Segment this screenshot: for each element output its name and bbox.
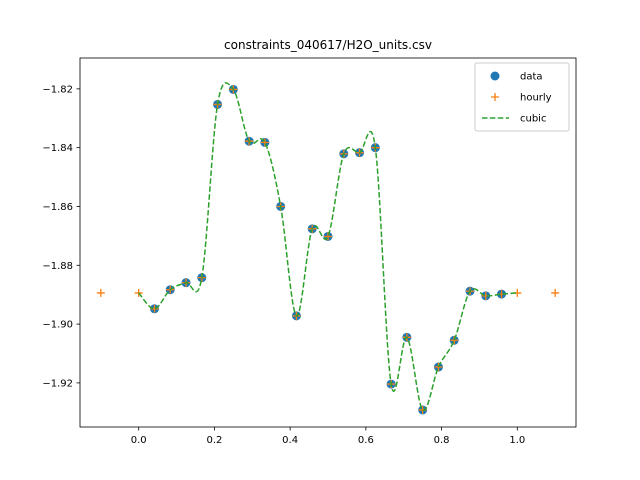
hourly-point — [434, 363, 443, 372]
chart-title: constraints_040617/H2O_units.csv — [224, 38, 432, 52]
y-tick-label: −1.92 — [42, 378, 73, 389]
hourly-point — [324, 232, 332, 241]
x-tick-label: 0.2 — [206, 435, 222, 446]
y-tick-label: −1.84 — [42, 143, 73, 154]
hourly-series — [96, 85, 560, 414]
plot-area — [96, 82, 560, 415]
cubic-line — [138, 82, 518, 411]
legend-label: hourly — [520, 93, 552, 104]
hourly-point — [134, 288, 143, 297]
y-tick-label: −1.90 — [42, 320, 73, 331]
y-tick-label: −1.82 — [42, 84, 73, 95]
legend: data hourly cubic — [474, 62, 570, 132]
data-series — [149, 84, 507, 415]
legend-box — [474, 62, 570, 132]
y-tick-label: −1.88 — [42, 261, 73, 272]
x-tick-label: 0.0 — [131, 435, 147, 446]
axes: 0.0 0.2 0.4 0.6 0.8 1.0 −1.92 −1.90 −1.88 −1.86 −1… — [42, 57, 577, 446]
legend-label: cubic — [520, 114, 546, 125]
legend-entry-cubic: cubic — [482, 114, 546, 125]
hourly-point — [260, 138, 269, 147]
axes-frame — [79, 57, 577, 428]
x-tick-label: 0.6 — [358, 435, 374, 446]
legend-entry-data: data — [490, 71, 543, 83]
hourly-point — [96, 288, 105, 297]
hourly-point — [450, 336, 459, 345]
hourly-point — [551, 288, 560, 297]
x-tick-label: 0.4 — [282, 435, 298, 446]
x-tick-label: 0.8 — [434, 435, 450, 446]
legend-label: data — [520, 72, 543, 83]
y-tick-label: −1.86 — [42, 202, 73, 213]
legend-entry-hourly: hourly — [491, 93, 552, 104]
x-tick-label: 1.0 — [509, 435, 525, 446]
legend-hourly-marker — [491, 93, 499, 101]
legend-data-marker — [490, 71, 500, 81]
